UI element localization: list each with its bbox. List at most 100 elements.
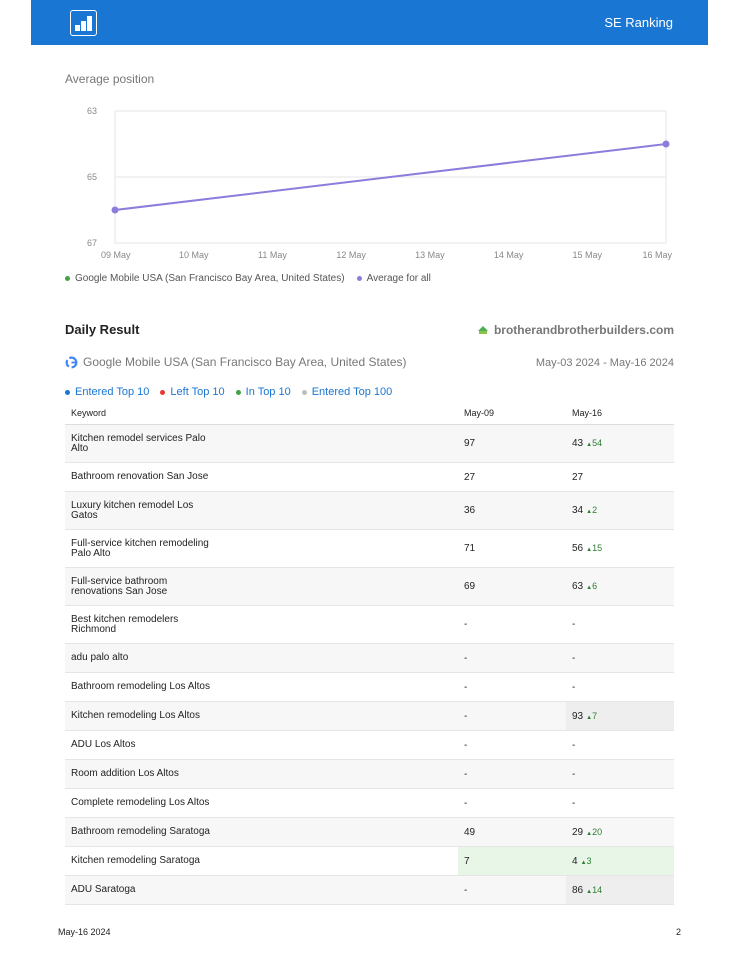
change-value: 2: [592, 505, 598, 515]
change-value: 14: [592, 884, 603, 895]
keyword-cell: Kitchen remodeling Saratoga: [65, 846, 458, 876]
keyword-label: Kitchen remodeling Los Altos: [71, 710, 200, 721]
data-point: [662, 140, 670, 148]
position-cell: 7: [458, 846, 566, 876]
category-item: Left Top 10: [160, 386, 225, 398]
position-change: ▲54: [586, 438, 602, 448]
legend-label: Average for all: [366, 273, 431, 284]
table-row: Room addition Los Altos - -: [65, 759, 674, 789]
table-row: Bathroom remodeling Saratoga 49 29 ▲20: [65, 817, 674, 847]
table-row: Bathroom remodeling Los Altos - -: [65, 672, 674, 702]
y-tick-label: 63: [87, 106, 97, 116]
table-header-row: Keyword May-09 May-16: [65, 402, 674, 425]
category-dot-icon: [301, 389, 307, 395]
table-row: Kitchen remodeling Los Altos -93 ▲7: [65, 701, 674, 731]
position-value: 86: [572, 884, 584, 896]
table-row: ADU Los Altos - -: [65, 730, 674, 760]
keyword-label: Best kitchen remodelers Richmond: [71, 613, 179, 635]
position-cell: 86 ▲14: [566, 875, 674, 905]
position-cell: 34 ▲2: [566, 491, 674, 530]
position-value: 93: [572, 710, 584, 722]
legend-dot-icon: [65, 276, 70, 281]
category-dot-icon: [65, 389, 70, 395]
chart-title: Average position: [65, 72, 155, 86]
x-tick-label: 12 May: [336, 250, 366, 260]
position-cell: 29 ▲20: [566, 817, 674, 847]
up-arrow-icon: ▲: [586, 509, 593, 515]
position-value: -: [572, 768, 576, 780]
category-label: Left Top 10: [170, 386, 225, 398]
position-cell: -: [566, 672, 674, 702]
position-change: ▲3: [581, 856, 592, 866]
position-cell: -: [458, 701, 566, 731]
report-header: SE Ranking: [31, 0, 708, 45]
position-cell: -: [458, 875, 566, 905]
change-value: 6: [592, 581, 598, 591]
table-row: Complete remodeling Los Altos - -: [65, 788, 674, 818]
category-dot-icon: [160, 389, 166, 395]
keyword-cell: Complete remodeling Los Altos: [65, 788, 458, 818]
position-cell: -: [566, 643, 674, 673]
x-tick-label: 15 May: [573, 250, 603, 260]
chart-legend: Google Mobile USA (San Francisco Bay Are…: [65, 273, 431, 284]
change-value: 3: [586, 855, 592, 866]
position-cell: 49: [458, 817, 566, 847]
domain-label: brotherandbrotherbuilders.com: [493, 323, 674, 337]
position-cell: -: [458, 730, 566, 760]
legend-label: Google Mobile USA (San Francisco Bay Are…: [75, 273, 345, 284]
legend-item: Google Mobile USA (San Francisco Bay Are…: [65, 273, 345, 284]
position-cell: 93 ▲7: [566, 701, 674, 731]
bar-chart-icon: [70, 10, 97, 36]
change-value: 54: [592, 438, 603, 448]
category-item: Entered Top 10: [65, 386, 149, 398]
position-cell: -: [566, 605, 674, 644]
position-change: ▲20: [586, 827, 602, 837]
date-range: May-03 2024 - May-16 2024: [535, 357, 674, 369]
y-tick-label: 65: [87, 172, 97, 182]
engine-label: Google Mobile USA (San Francisco Bay Are…: [83, 355, 407, 369]
position-value: 4: [572, 855, 578, 867]
position-change: ▲14: [586, 885, 602, 895]
keyword-cell: Full-service bathroom renovations San Jo…: [65, 567, 458, 606]
keyword-label: adu palo alto: [71, 652, 129, 663]
category-dot-icon: [235, 389, 241, 395]
change-value: 20: [592, 826, 603, 837]
x-tick-label: 11 May: [258, 250, 287, 260]
keyword-cell: adu palo alto: [65, 643, 458, 673]
up-arrow-icon: ▲: [586, 442, 593, 448]
position-change: ▲15: [586, 543, 602, 553]
keyword-cell: Best kitchen remodelers Richmond: [65, 605, 458, 644]
table-row: Full-service kitchen remodeling Palo Alt…: [65, 529, 674, 568]
x-tick-label: 16 May: [642, 250, 672, 260]
position-cell: 27: [566, 462, 674, 492]
position-cell: -: [566, 759, 674, 789]
position-value: -: [572, 797, 576, 809]
footer-date: May-16 2024: [58, 927, 111, 937]
up-arrow-icon: ▲: [586, 714, 593, 721]
position-cell: -: [458, 672, 566, 702]
keyword-cell: Bathroom remodeling Saratoga: [65, 817, 458, 847]
keyword-cell: Luxury kitchen remodel Los Gatos: [65, 491, 458, 530]
keyword-cell: Kitchen remodel services Palo Alto: [65, 424, 458, 463]
keyword-label: Full-service kitchen remodeling Palo Alt…: [71, 537, 209, 559]
position-change: ▲2: [586, 505, 597, 515]
keyword-cell: Kitchen remodeling Los Altos: [65, 701, 458, 731]
up-arrow-icon: ▲: [586, 830, 593, 837]
position-cell: -: [458, 643, 566, 673]
legend-dot-icon: [356, 276, 362, 281]
keyword-label: ADU Los Altos: [71, 739, 136, 750]
keyword-cell: Bathroom remodeling Los Altos: [65, 672, 458, 702]
position-change: ▲7: [586, 711, 597, 721]
position-cell: 4 ▲3: [566, 846, 674, 876]
keyword-cell: ADU Los Altos: [65, 730, 458, 760]
position-cell: 97: [458, 424, 566, 463]
average-position-chart: 63 65 67 09 May 10 May 11 May 12 May 13 May 14 M…: [87, 106, 673, 260]
keyword-label: ADU Saratoga: [71, 884, 136, 895]
change-value: 15: [592, 543, 603, 553]
position-value: -: [572, 681, 576, 693]
table-row: Kitchen remodeling Saratoga 7 4 ▲3: [65, 846, 674, 876]
keyword-label: Luxury kitchen remodel Los Gatos: [71, 499, 194, 521]
category-label: Entered Top 10: [75, 386, 150, 398]
up-arrow-icon: ▲: [586, 547, 593, 553]
category-item: Entered Top 100: [301, 386, 392, 398]
